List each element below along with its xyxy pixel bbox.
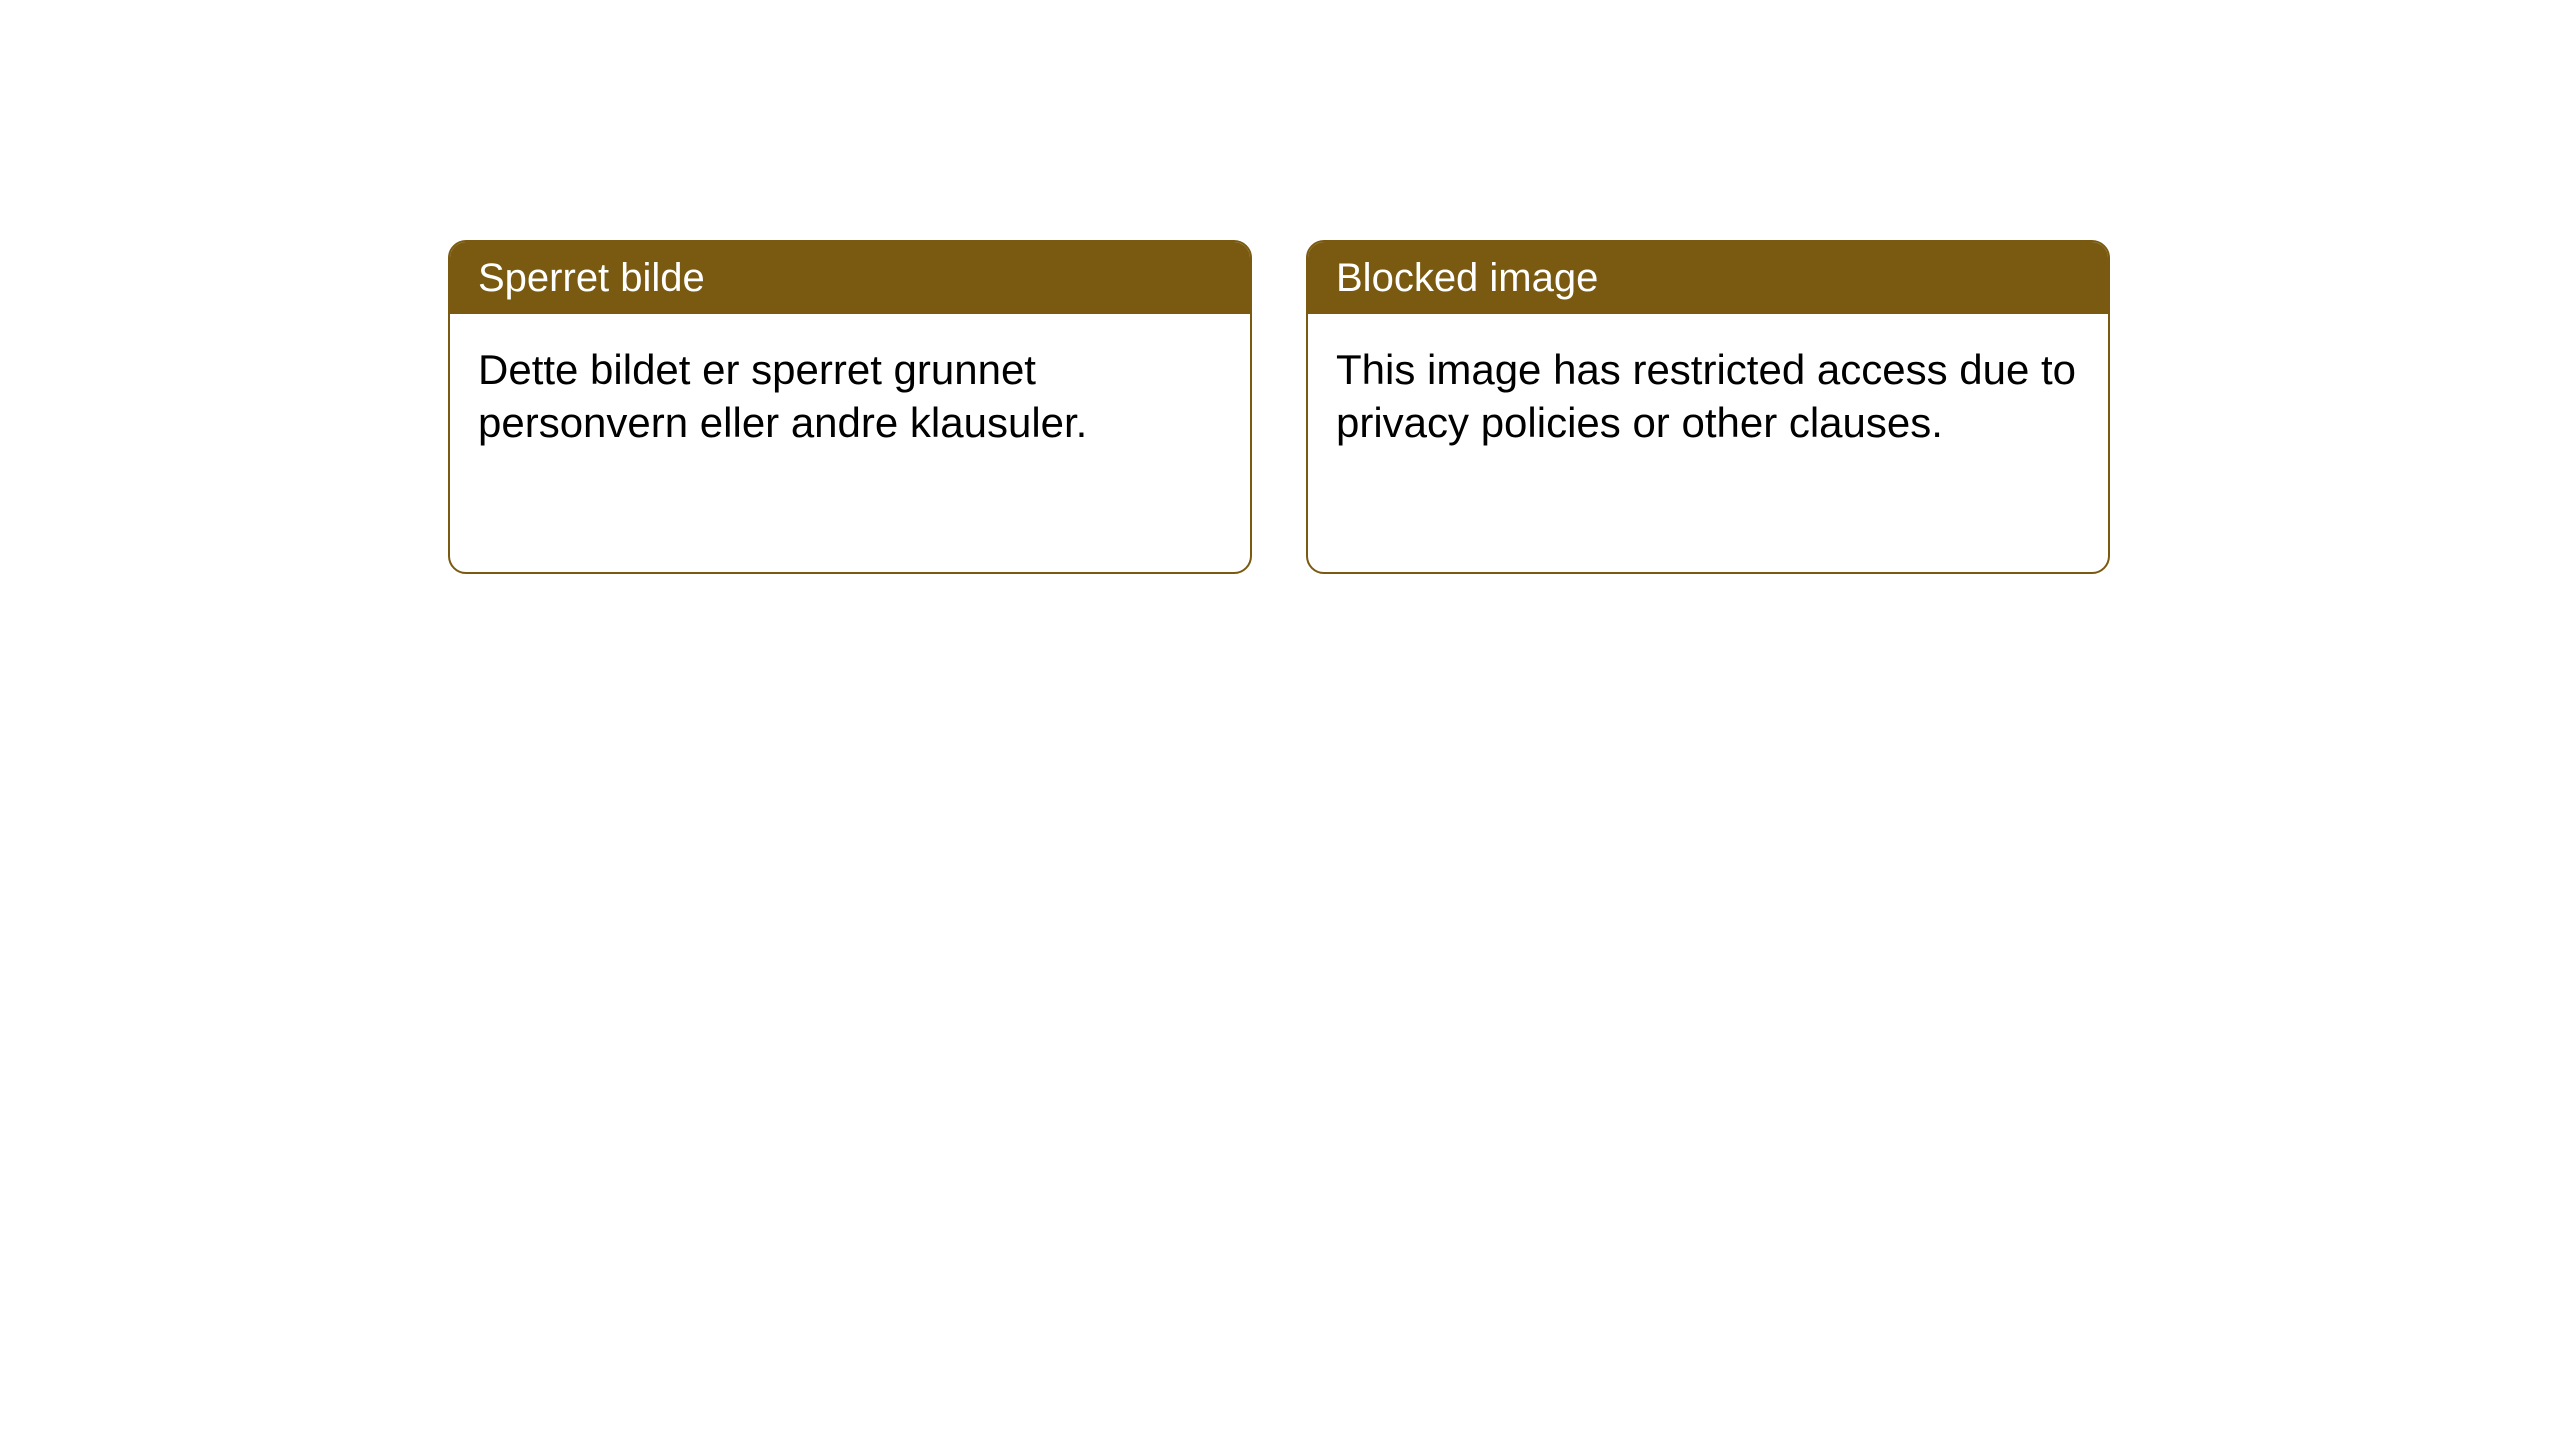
notice-title: Sperret bilde (450, 242, 1250, 314)
notice-title: Blocked image (1308, 242, 2108, 314)
notice-body: Dette bildet er sperret grunnet personve… (450, 314, 1250, 479)
notice-container: Sperret bilde Dette bildet er sperret gr… (448, 240, 2110, 574)
notice-card-norwegian: Sperret bilde Dette bildet er sperret gr… (448, 240, 1252, 574)
notice-body: This image has restricted access due to … (1308, 314, 2108, 479)
notice-card-english: Blocked image This image has restricted … (1306, 240, 2110, 574)
